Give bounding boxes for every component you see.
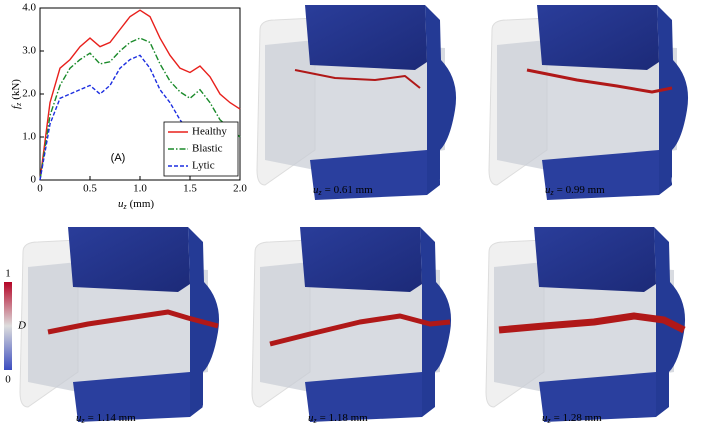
x-axis-label: uz (mm) (118, 198, 154, 211)
panel-label: (F) (668, 399, 687, 416)
symbol: u (308, 412, 314, 424)
cortical-bottom (73, 372, 190, 422)
colorbar-title: D (17, 320, 26, 332)
symbol: u (542, 412, 548, 424)
cortical-side (425, 5, 457, 195)
subscript: z (547, 416, 552, 425)
y-tick-label: 4.0 (22, 2, 36, 14)
text: = 0.99 mm (557, 184, 606, 196)
subscript: z (81, 416, 86, 425)
x-tick-label: 2.0 (233, 183, 247, 195)
cortical-top (534, 227, 656, 292)
data-line (39, 54, 191, 181)
trabecular-core (28, 262, 208, 392)
panel-label: (C) (671, 171, 692, 188)
text: = 1.18 mm (320, 412, 369, 424)
panel-label: (B) (439, 171, 459, 188)
y-tick-label: 1.0 (22, 131, 36, 143)
legend-label: Blastic (192, 143, 223, 155)
text: (kN) (10, 79, 22, 100)
trabecular-core (494, 262, 674, 392)
crack (498, 312, 686, 334)
symbol: u (545, 184, 551, 196)
crack (47, 309, 219, 335)
cortical-top (68, 227, 190, 292)
colorbar-max: 1 (5, 268, 11, 280)
crack (526, 68, 673, 94)
text: = 1.14 mm (88, 412, 137, 424)
panel-label: (A) (111, 152, 126, 164)
displacement-caption: uz = 1.18 mm (308, 412, 368, 425)
cortical-bottom (539, 372, 656, 422)
cortical-bottom (542, 150, 659, 200)
x-tick-label: 0 (37, 183, 43, 195)
cortical-top (300, 227, 422, 292)
cortical-top (537, 5, 659, 70)
symbol: f (10, 104, 22, 109)
x-tick-label: 0.5 (83, 183, 97, 195)
specimen-panel: (C) (488, 5, 692, 200)
displacement-caption: uz = 0.61 mm (313, 184, 373, 197)
crack (294, 69, 421, 89)
y-tick-label: 0 (31, 174, 37, 186)
panel-label: (E) (434, 399, 454, 416)
text: = 0.61 mm (325, 184, 374, 196)
specimen-panel: (E) (251, 227, 454, 422)
x-tick-label: 1.5 (183, 183, 197, 195)
y-axis-label: fz (kN) (10, 79, 23, 109)
specimen-panel: (D) (19, 227, 223, 422)
cortical-bottom (310, 150, 427, 200)
data-line (39, 9, 241, 181)
legend-label: Lytic (192, 160, 215, 172)
symbol: u (118, 198, 124, 210)
subscript: z (14, 102, 23, 107)
legend-label: Healthy (192, 126, 227, 138)
data-line (39, 37, 241, 181)
cortical-side (657, 5, 689, 195)
trabecular-core (260, 262, 440, 392)
symbol: u (76, 412, 82, 424)
y-tick-label: 3.0 (22, 45, 36, 57)
crack (269, 313, 451, 347)
subscript: z (550, 188, 555, 197)
cortical-top (305, 5, 427, 70)
displacement-caption: uz = 0.99 mm (545, 184, 605, 197)
subscript: z (313, 416, 318, 425)
text: (mm) (130, 198, 155, 210)
displacement-caption: uz = 1.14 mm (76, 412, 136, 425)
y-tick-label: 2.0 (22, 88, 36, 100)
symbol: u (313, 184, 319, 196)
cortical-bottom (305, 372, 422, 422)
displacement-caption: uz = 1.28 mm (542, 412, 602, 425)
text: = 1.28 mm (554, 412, 603, 424)
colorbar (4, 282, 12, 370)
x-tick-label: 1.0 (133, 183, 147, 195)
colorbar-min: 0 (5, 374, 11, 386)
subscript: z (123, 202, 128, 211)
specimen-panel: (B) (256, 5, 459, 200)
panel-label: (D) (202, 399, 223, 416)
specimen-panel: (F) (485, 227, 688, 422)
subscript: z (318, 188, 323, 197)
